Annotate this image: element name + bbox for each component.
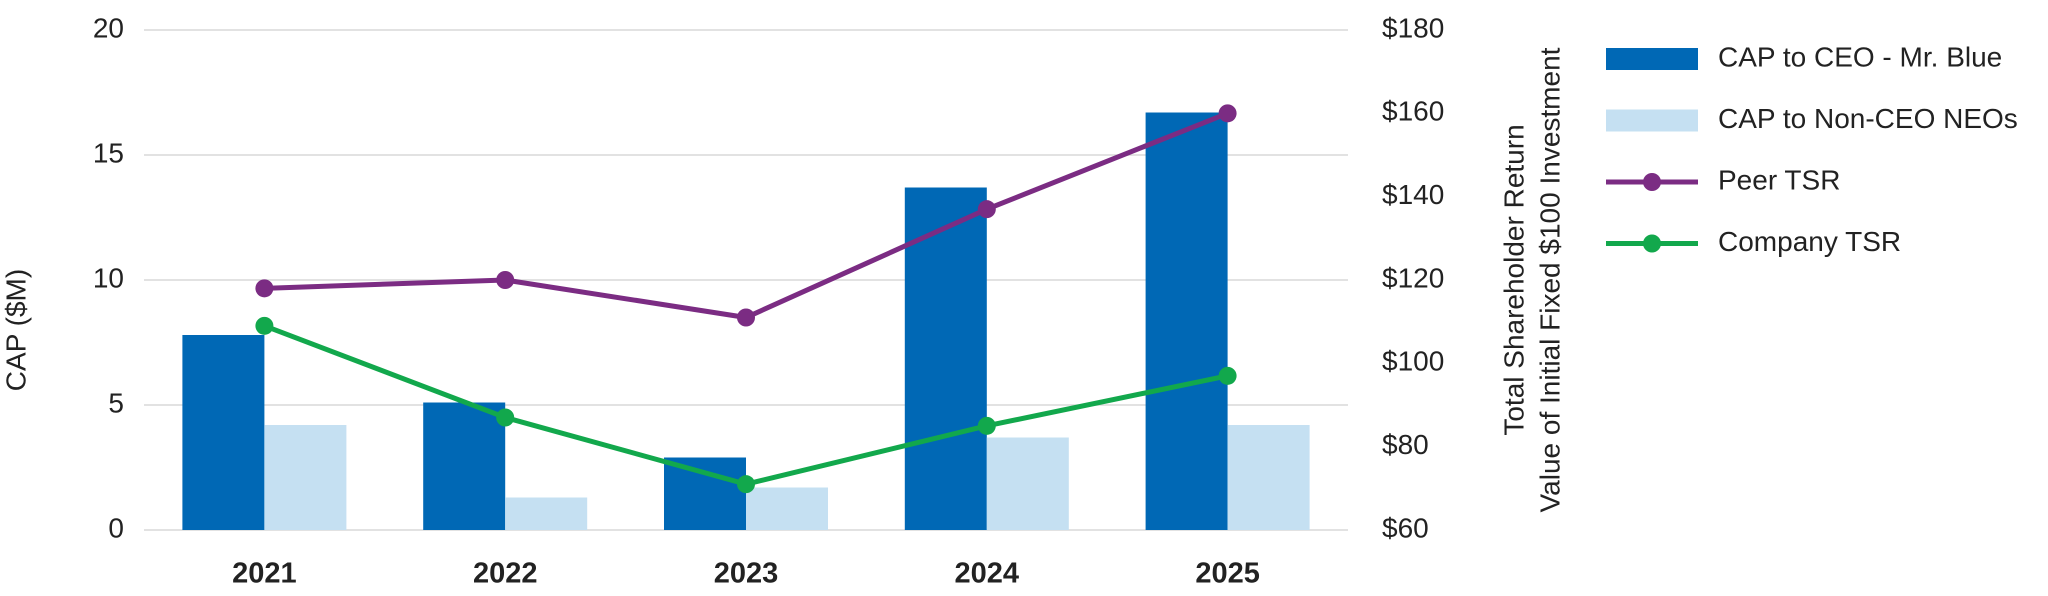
- point: [1218, 104, 1237, 123]
- point: [737, 475, 755, 494]
- bar: [1145, 112, 1228, 530]
- bar: [986, 437, 1069, 530]
- y-tick-label: 0: [108, 512, 124, 543]
- y-tick-label: 10: [93, 262, 124, 293]
- y2-tick-label: $80: [1382, 429, 1429, 460]
- x-tick-label: 2024: [955, 558, 1020, 590]
- legend-label: CAP to Non-CEO NEOs: [1718, 103, 2018, 134]
- y2-axis-label: Total Shareholder Return: [1498, 124, 1529, 435]
- point: [496, 408, 515, 427]
- legend-swatch: [1606, 48, 1698, 70]
- y2-tick-label: $140: [1382, 179, 1444, 210]
- x-tick-label: 2025: [1195, 558, 1260, 590]
- bar: [505, 497, 588, 530]
- bar: [264, 425, 347, 530]
- x-tick-label: 2022: [473, 558, 538, 590]
- x-tick-label: 2021: [232, 558, 297, 590]
- legend-swatch: [1606, 109, 1698, 132]
- y-axis-label: CAP ($M): [0, 269, 31, 391]
- legend-swatch: [1643, 234, 1661, 253]
- point: [496, 271, 515, 289]
- line: [264, 111, 1229, 321]
- point: [737, 308, 755, 327]
- bar: [182, 335, 265, 530]
- legend-label: CAP to CEO - Mr. Blue: [1718, 41, 2002, 72]
- point: [255, 279, 274, 298]
- point: [255, 316, 274, 335]
- bar: [1227, 425, 1310, 530]
- y2-tick-label: $180: [1382, 12, 1444, 43]
- y-tick-label: 20: [93, 12, 124, 43]
- y2-tick-label: $160: [1382, 96, 1444, 127]
- y2-tick-label: $100: [1382, 346, 1444, 377]
- legend-label: Company TSR: [1718, 226, 1901, 257]
- y2-axis-label: Value of Initial Fixed $100 Investment: [1534, 47, 1565, 512]
- y-tick-label: 5: [108, 387, 124, 418]
- y-tick-label: 15: [93, 137, 124, 168]
- point: [977, 200, 996, 219]
- bar: [746, 487, 828, 530]
- bar: [423, 402, 506, 530]
- bar: [664, 457, 746, 530]
- legend-swatch: [1643, 173, 1661, 191]
- y2-tick-label: $60: [1382, 512, 1429, 543]
- bar: [904, 187, 987, 530]
- y2-tick-label: $120: [1382, 262, 1444, 293]
- legend-label: Peer TSR: [1718, 164, 1840, 195]
- point: [977, 416, 996, 435]
- x-tick-label: 2023: [714, 558, 779, 590]
- point: [1218, 366, 1237, 385]
